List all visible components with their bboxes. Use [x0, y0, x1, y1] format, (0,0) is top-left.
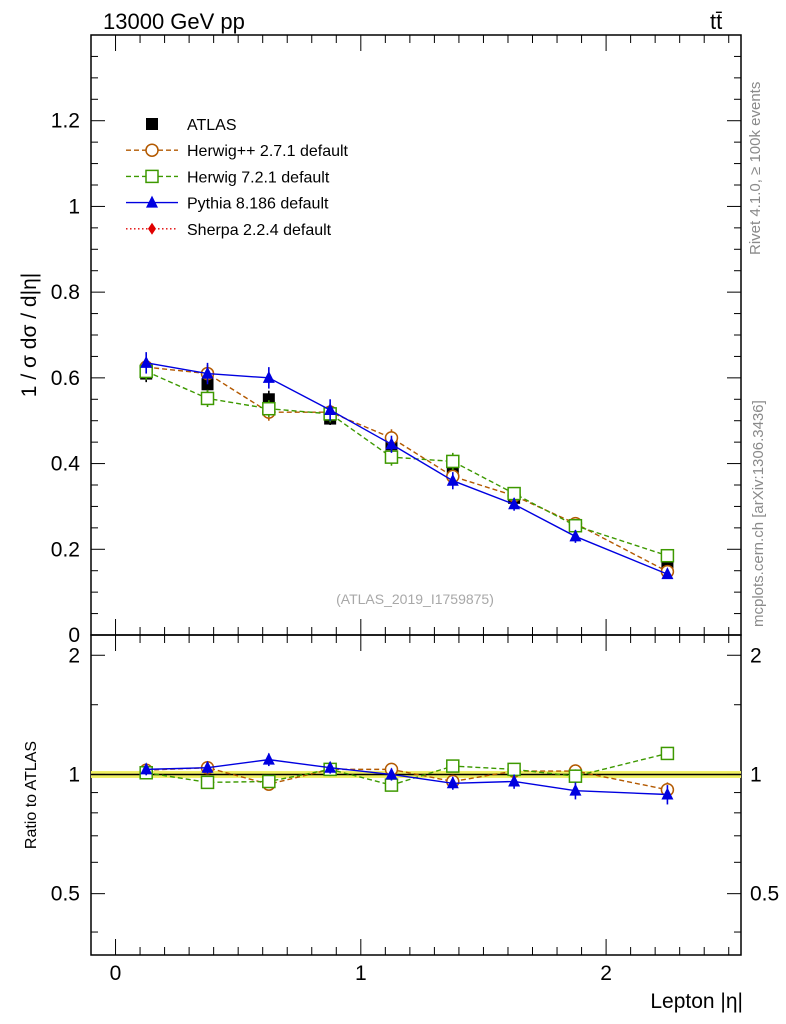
main-line-herwig-2-7-1-default	[146, 366, 668, 573]
ratio-point-pythia-8-186-default	[324, 760, 337, 773]
analysis-watermark: (ATLAS_2019_I1759875)	[336, 591, 494, 607]
legend: ATLAS Herwig++ 2.7.1 default Herwig 7.2.1 …	[126, 117, 349, 239]
ratio-y-tick-label-right: 0.5	[750, 883, 779, 906]
main-point-herwig-7-2-1-default	[262, 401, 276, 416]
ratio-point-pythia-8-186-default	[201, 760, 214, 773]
ratio-point-herwig-7-2-1-default	[384, 778, 399, 792]
ratio-point-herwig-7-2-1-default	[262, 774, 276, 789]
main-point-pythia-8-186-default	[385, 437, 398, 450]
main-y-axis-title: 1 / σ dσ / d|η|	[18, 273, 41, 397]
main-y-tick-label: 1	[68, 195, 80, 218]
legend-label: Herwig++ 2.7.1 default	[187, 143, 349, 160]
legend-entry-herwig-2-7-1-default: Herwig++ 2.7.1 default	[126, 143, 349, 160]
main-point-pythia-8-186-default	[569, 529, 582, 542]
legend-marker	[146, 118, 158, 130]
ratio-axis-ticks	[91, 635, 741, 955]
main-y-tick-label: 0	[68, 624, 80, 647]
main-point-herwig-7-2-1-default	[200, 391, 215, 406]
ratio-panel: 0.5 0.5 1 1 2 2 0 1 2 Ratio to ATLAS	[23, 634, 779, 985]
main-point-herwig-7-2-1-default	[384, 450, 399, 464]
ratio-point-herwig-7-2-1-default	[200, 775, 215, 790]
main-series-atlas	[140, 365, 674, 573]
ratio-series-pythia-8-186-default	[140, 752, 674, 805]
ratio-y-tick-label-right: 2	[750, 644, 762, 667]
main-y-tick-label: 0.6	[51, 367, 80, 390]
ratio-series-group	[139, 746, 675, 805]
ratio-point-pythia-8-186-default	[569, 783, 582, 796]
main-line-herwig-7-2-1-default	[145, 370, 668, 557]
main-y-tick-label: 0.8	[51, 281, 80, 304]
mcplots-reference-note: mcplots.cern.ch [arXiv:1306.3436]	[750, 400, 767, 627]
header-right: tt̄	[710, 9, 722, 34]
main-y-tick-label: 0.4	[51, 453, 81, 476]
ratio-point-pythia-8-186-default	[446, 776, 459, 789]
x-axis-title: Lepton |η|	[650, 990, 743, 1013]
main-point-herwig-7-2-1-default	[660, 548, 675, 563]
main-point-pythia-8-186-default	[201, 366, 214, 379]
main-point-pythia-8-186-default	[262, 370, 275, 383]
ratio-y-tick-label: 0.5	[51, 883, 80, 906]
legend-entry-pythia-8-186-default: Pythia 8.186 default	[126, 195, 329, 213]
legend-entry-herwig-7-2-1-default: Herwig 7.2.1 default	[126, 169, 330, 186]
ratio-point-pythia-8-186-default	[661, 787, 674, 800]
ratio-y-tick-label-right: 1	[750, 763, 762, 786]
legend-marker	[146, 195, 158, 208]
main-series-herwig-7-2-1-default	[139, 362, 675, 563]
main-panel: 00.20.40.60.811.2 (ATLAS_2019_I1759875) …	[18, 34, 742, 647]
ratio-y-axis-title: Ratio to ATLAS	[23, 741, 40, 849]
main-line-pythia-8-186-default	[146, 362, 668, 575]
ratio-line-herwig-7-2-1-default	[146, 752, 668, 786]
main-tick-labels: 0 0.2 0.4 0.6 0.8 1 1.2	[51, 110, 81, 647]
ratio-series-herwig-7-2-1-default	[139, 746, 675, 792]
legend-marker	[145, 143, 159, 157]
x-tick-label: 1	[355, 962, 367, 985]
rivet-version-note: Rivet 4.1.0, ≥ 100k events	[747, 82, 764, 255]
x-tick-label: 0	[110, 962, 122, 985]
main-axis-ticks	[91, 34, 741, 636]
main-point-pythia-8-186-default	[508, 497, 521, 510]
legend-label: Sherpa 2.2.4 default	[187, 222, 332, 239]
main-point-pythia-8-186-default	[140, 355, 153, 368]
legend-label: ATLAS	[187, 117, 237, 134]
ratio-point-pythia-8-186-default	[140, 762, 153, 775]
main-y-tick-label: 0.2	[51, 538, 80, 561]
ratio-point-pythia-8-186-default	[508, 774, 521, 787]
ratio-point-herwig-7-2-1-default	[568, 769, 583, 783]
main-series-herwig-2-7-1-default	[139, 358, 675, 579]
main-point-pythia-8-186-default	[661, 567, 674, 580]
main-y-tick-label: 1.2	[51, 110, 80, 133]
legend-entry-atlas: ATLAS	[146, 117, 237, 134]
ratio-point-herwig-7-2-1-default	[660, 746, 675, 761]
header-left: 13000 GeV pp	[103, 9, 245, 34]
main-series-pythia-8-186-default	[140, 352, 674, 580]
legend-entry-sherpa-2-2-4-default: Sherpa 2.2.4 default	[126, 222, 332, 239]
main-point-pythia-8-186-default	[324, 403, 337, 415]
ratio-point-pythia-8-186-default	[262, 752, 275, 765]
legend-label: Herwig 7.2.1 default	[187, 169, 330, 186]
ratio-point-pythia-8-186-default	[385, 767, 398, 780]
ratio-line-herwig-2-7-1-default	[146, 767, 668, 791]
ratio-point-herwig-7-2-1-default	[507, 762, 521, 777]
legend-marker	[145, 169, 159, 184]
x-tick-label: 2	[600, 962, 612, 985]
ratio-panel-frame	[90, 634, 742, 956]
main-point-herwig-7-2-1-default	[446, 454, 460, 469]
ratio-y-tick-label: 2	[68, 644, 80, 667]
main-series-group	[139, 352, 675, 580]
ratio-y-tick-label: 1	[68, 763, 80, 786]
legend-marker	[148, 222, 156, 235]
ratio-point-herwig-7-2-1-default	[446, 759, 460, 773]
main-point-pythia-8-186-default	[446, 473, 459, 486]
legend-label: Pythia 8.186 default	[187, 196, 329, 213]
ratio-tick-labels: 0.5 0.5 1 1 2 2 0 1 2	[51, 644, 779, 985]
